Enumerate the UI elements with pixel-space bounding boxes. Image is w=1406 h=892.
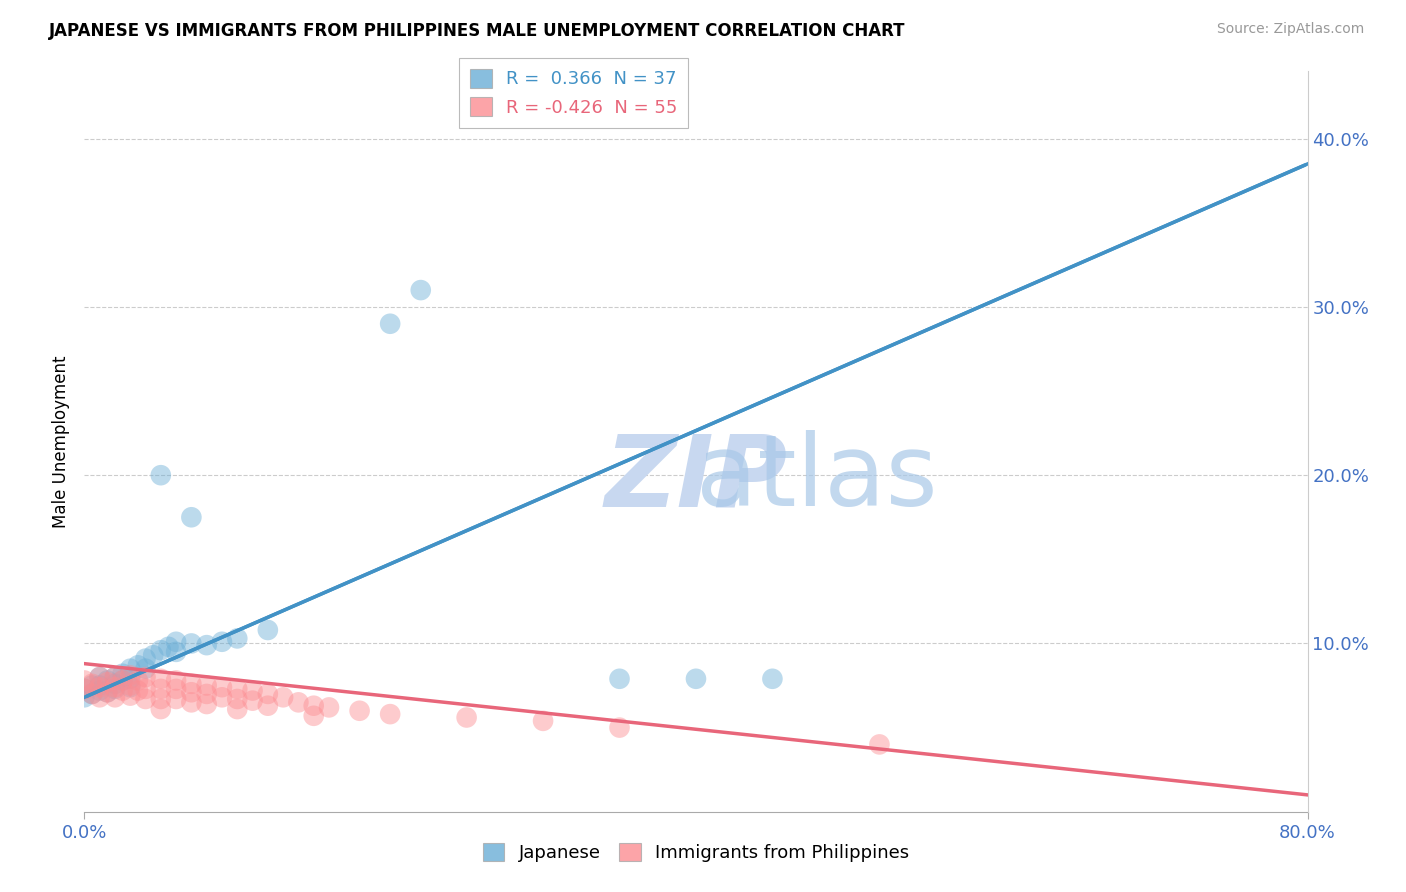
Point <box>380 317 402 331</box>
Point <box>531 714 554 728</box>
Point <box>111 666 134 681</box>
Point <box>180 677 202 691</box>
Point <box>761 672 783 686</box>
Point <box>409 283 432 297</box>
Point <box>111 673 134 688</box>
Text: Source: ZipAtlas.com: Source: ZipAtlas.com <box>1216 22 1364 37</box>
Point <box>226 632 249 646</box>
Point <box>257 687 280 701</box>
Point <box>135 681 157 696</box>
Point <box>380 707 402 722</box>
Point <box>104 670 127 684</box>
Point <box>135 692 157 706</box>
Point <box>111 683 134 698</box>
Point <box>96 673 118 688</box>
Point <box>165 645 187 659</box>
Point <box>149 681 172 696</box>
Point <box>120 672 142 686</box>
Point <box>104 680 127 694</box>
Point <box>80 679 103 693</box>
Point <box>89 679 111 693</box>
Point <box>157 640 180 654</box>
Point <box>195 687 218 701</box>
Point <box>302 698 325 713</box>
Point <box>135 662 157 676</box>
Point <box>226 681 249 696</box>
Point <box>73 673 96 688</box>
Point <box>120 662 142 676</box>
Point <box>609 672 631 686</box>
Point <box>180 695 202 709</box>
Point <box>195 697 218 711</box>
Point <box>211 690 233 705</box>
Point <box>73 681 96 696</box>
Point <box>180 636 202 650</box>
Point <box>180 685 202 699</box>
Point <box>104 690 127 705</box>
Point <box>120 680 142 694</box>
Point <box>149 672 172 686</box>
Point <box>104 681 127 696</box>
Point <box>149 468 172 483</box>
Point <box>165 634 187 648</box>
Point <box>257 698 280 713</box>
Point <box>104 670 127 684</box>
Point <box>165 692 187 706</box>
Point <box>226 692 249 706</box>
Point <box>127 683 149 698</box>
Point <box>96 675 118 690</box>
Point <box>149 643 172 657</box>
Point <box>226 702 249 716</box>
Point <box>89 683 111 698</box>
Point <box>195 679 218 693</box>
Point <box>89 670 111 684</box>
Point <box>89 690 111 705</box>
Point <box>127 658 149 673</box>
Text: atlas: atlas <box>696 430 938 527</box>
Point <box>80 687 103 701</box>
Point <box>111 673 134 688</box>
Point <box>127 673 149 688</box>
Text: JAPANESE VS IMMIGRANTS FROM PHILIPPINES MALE UNEMPLOYMENT CORRELATION CHART: JAPANESE VS IMMIGRANTS FROM PHILIPPINES … <box>49 22 905 40</box>
Point <box>135 670 157 684</box>
Text: ZIP: ZIP <box>605 430 787 527</box>
Point <box>242 683 264 698</box>
Point <box>271 690 294 705</box>
Point <box>89 680 111 694</box>
Point <box>80 687 103 701</box>
Point <box>104 677 127 691</box>
Point <box>120 668 142 682</box>
Point <box>73 681 96 696</box>
Point <box>180 510 202 524</box>
Point <box>120 679 142 693</box>
Point <box>89 670 111 684</box>
Point <box>149 702 172 716</box>
Point <box>869 738 891 752</box>
Point <box>80 677 103 691</box>
Point <box>149 692 172 706</box>
Point <box>135 651 157 665</box>
Point <box>318 700 340 714</box>
Point <box>257 623 280 637</box>
Point <box>142 648 165 663</box>
Point <box>456 710 478 724</box>
Point <box>242 694 264 708</box>
Point <box>349 704 371 718</box>
Point <box>685 672 707 686</box>
Point <box>195 638 218 652</box>
Point <box>96 685 118 699</box>
Point <box>609 721 631 735</box>
Legend: Japanese, Immigrants from Philippines: Japanese, Immigrants from Philippines <box>475 836 917 870</box>
Point <box>211 634 233 648</box>
Point <box>73 690 96 705</box>
Point <box>120 689 142 703</box>
Point <box>302 708 325 723</box>
Point <box>165 681 187 696</box>
Point <box>96 685 118 699</box>
Y-axis label: Male Unemployment: Male Unemployment <box>52 355 70 528</box>
Point <box>165 673 187 688</box>
Point <box>211 680 233 694</box>
Point <box>287 695 309 709</box>
